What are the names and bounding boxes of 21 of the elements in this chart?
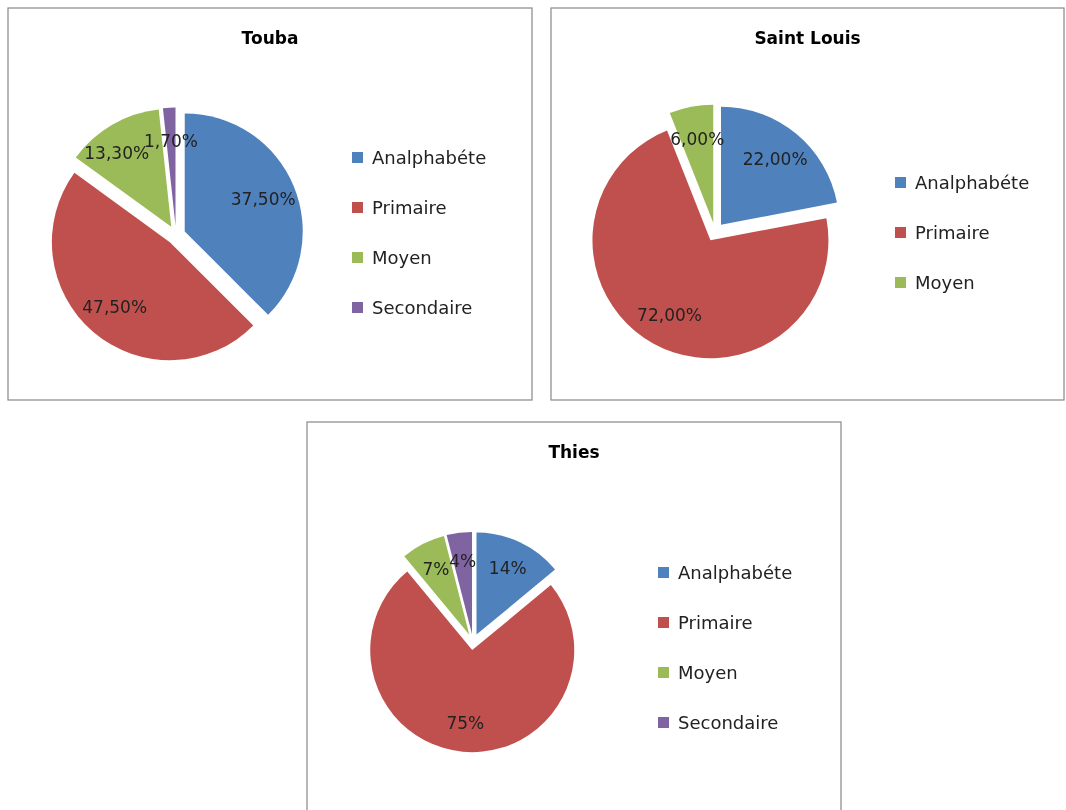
legend-label: Primaire	[915, 221, 990, 243]
chart-title: Thies	[548, 442, 600, 462]
legend-label: Analphabéte	[915, 171, 1030, 193]
data-label: 7%	[422, 559, 450, 580]
data-label: 72,00%	[637, 304, 702, 325]
legend-label: Primaire	[372, 196, 447, 218]
chart-title: Saint Louis	[754, 28, 861, 48]
data-label: 22,00%	[742, 149, 808, 170]
legend-label: Analphabéte	[372, 146, 487, 168]
legend-label: Secondaire	[678, 711, 779, 733]
chart-title: Touba	[241, 28, 299, 48]
legend-label: Moyen	[372, 246, 432, 268]
legend-label: Secondaire	[372, 296, 473, 318]
data-label: 37,50%	[230, 188, 296, 209]
legend-label: Moyen	[915, 271, 975, 293]
legend-label: Analphabéte	[678, 561, 793, 583]
legend-label: Primaire	[678, 611, 753, 633]
data-label: 14%	[488, 558, 527, 579]
data-label: 47,50%	[82, 296, 148, 317]
data-label: 75%	[446, 713, 485, 734]
legend-label: Moyen	[678, 661, 738, 683]
